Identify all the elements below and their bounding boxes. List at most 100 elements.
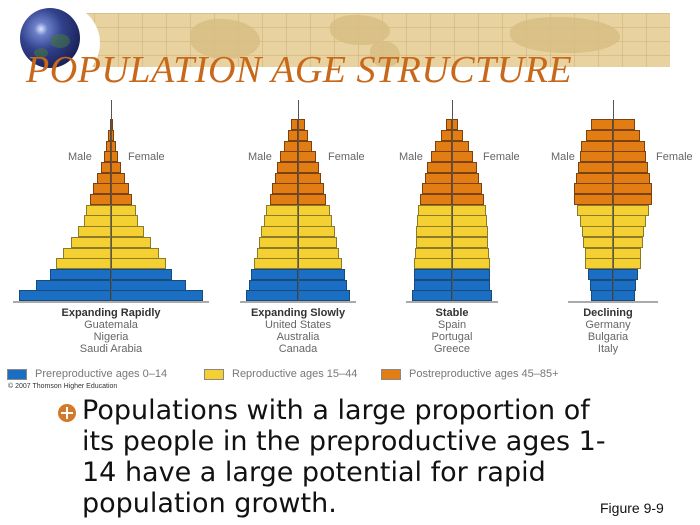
- female-bar-rep: [111, 215, 138, 227]
- female-bar-rep: [613, 258, 641, 270]
- male-bar-pre: [50, 268, 111, 281]
- caption-country: Australia: [276, 331, 320, 343]
- male-bar-post: [291, 119, 298, 131]
- male-bar-rep: [259, 236, 298, 248]
- male-bar-rep: [86, 204, 111, 216]
- male-bar-post: [580, 151, 613, 163]
- female-bar-rep: [613, 215, 646, 227]
- legend-swatch: [381, 368, 401, 380]
- male-bar-rep: [416, 226, 452, 238]
- female-bar-rep: [452, 204, 486, 216]
- female-bar-post: [452, 172, 479, 184]
- female-bar-post: [298, 172, 321, 184]
- male-bar-post: [97, 172, 111, 184]
- pyramid-center-axis: [452, 100, 453, 301]
- male-bar-rep: [577, 204, 613, 216]
- male-bar-post: [431, 151, 452, 163]
- female-bar-pre: [111, 279, 186, 291]
- male-bar-rep: [416, 236, 452, 248]
- female-bar-pre: [452, 268, 490, 281]
- pyramid-caption: Declining Germany Bulgaria Italy: [533, 307, 683, 355]
- slide-title: POPULATION AGE STRUCTURE: [26, 49, 573, 91]
- male-bar-post: [574, 183, 613, 195]
- female-bar-post: [111, 172, 125, 184]
- caption-country: Saudi Arabia: [79, 343, 143, 355]
- caption-country: Canada: [278, 343, 318, 355]
- male-bar-post: [576, 172, 613, 184]
- female-bar-rep: [111, 258, 166, 270]
- female-bar-rep: [111, 204, 136, 216]
- female-bar-pre: [452, 290, 492, 302]
- male-bar-rep: [418, 204, 452, 216]
- female-bar-pre: [111, 268, 172, 281]
- female-bar-rep: [452, 226, 488, 238]
- female-bar-post: [613, 194, 652, 206]
- legend-item-postreproductive: Postreproductive ages 45–85+: [381, 368, 559, 380]
- female-bar-pre: [111, 290, 203, 302]
- female-bar-rep: [452, 258, 490, 270]
- caption-heading: Declining: [583, 307, 633, 319]
- male-bar-post: [108, 129, 111, 141]
- female-bar-rep: [613, 236, 643, 248]
- male-bar-post: [280, 151, 298, 163]
- female-bar-post: [298, 140, 312, 152]
- male-bar-pre: [251, 268, 298, 281]
- bullet-compass-icon: [58, 404, 76, 422]
- male-bar-pre: [249, 279, 298, 291]
- male-bar-post: [574, 194, 613, 206]
- legend-item-reproductive: Reproductive ages 15–44: [204, 368, 357, 380]
- female-label: Female: [483, 151, 520, 163]
- male-bar-post: [422, 183, 452, 195]
- female-bar-rep: [298, 215, 332, 227]
- female-bar-post: [298, 161, 319, 174]
- female-bar-rep: [298, 236, 337, 248]
- copyright-text: © 2007 Thomson Higher Education: [8, 383, 118, 390]
- legend-label: Reproductive ages 15–44: [232, 368, 358, 380]
- male-bar-post: [101, 161, 111, 174]
- pyramid-center-axis: [111, 100, 112, 301]
- caption-country: Nigeria: [93, 331, 129, 343]
- globe-icon: [20, 8, 80, 68]
- female-bar-post: [452, 194, 484, 206]
- pyramid-baseline: [240, 301, 356, 303]
- male-bar-pre: [36, 279, 111, 291]
- male-bar-post: [104, 151, 111, 163]
- male-bar-post: [90, 194, 111, 206]
- female-bar-pre: [613, 268, 638, 281]
- female-bar-post: [298, 119, 305, 131]
- map-landmass: [330, 15, 390, 45]
- male-bar-pre: [412, 290, 452, 302]
- bullet-point: Populations with a large proportion of i…: [58, 395, 622, 519]
- caption-country: Bulgaria: [587, 331, 629, 343]
- caption-country: Portugal: [431, 331, 473, 343]
- male-bar-post: [435, 140, 452, 152]
- caption-country: United States: [264, 319, 332, 331]
- header-banner: [70, 13, 670, 67]
- map-landmass: [370, 41, 400, 67]
- female-bar-rep: [111, 247, 159, 259]
- male-bar-rep: [417, 215, 452, 227]
- male-bar-rep: [254, 258, 298, 270]
- caption-heading: Expanding Rapidly: [61, 307, 161, 319]
- female-bar-pre: [298, 290, 350, 302]
- male-bar-post: [106, 140, 111, 152]
- female-bar-rep: [613, 204, 649, 216]
- male-bar-rep: [266, 204, 298, 216]
- female-bar-post: [111, 194, 132, 206]
- male-bar-post: [93, 183, 111, 195]
- male-bar-post: [446, 119, 452, 131]
- female-bar-post: [298, 183, 324, 195]
- bullet-text: Populations with a large proportion of i…: [82, 395, 606, 519]
- caption-heading: Stable: [435, 307, 469, 319]
- female-bar-post: [452, 161, 477, 174]
- male-label: Male: [248, 151, 272, 163]
- pyramid-center-axis: [298, 100, 299, 301]
- male-bar-rep: [56, 258, 111, 270]
- female-bar-post: [613, 140, 645, 152]
- male-bar-rep: [582, 226, 613, 238]
- female-bar-post: [111, 161, 121, 174]
- female-bar-post: [298, 194, 326, 206]
- caption-country: Guatemala: [84, 319, 138, 331]
- male-label: Male: [551, 151, 575, 163]
- female-bar-rep: [111, 236, 151, 248]
